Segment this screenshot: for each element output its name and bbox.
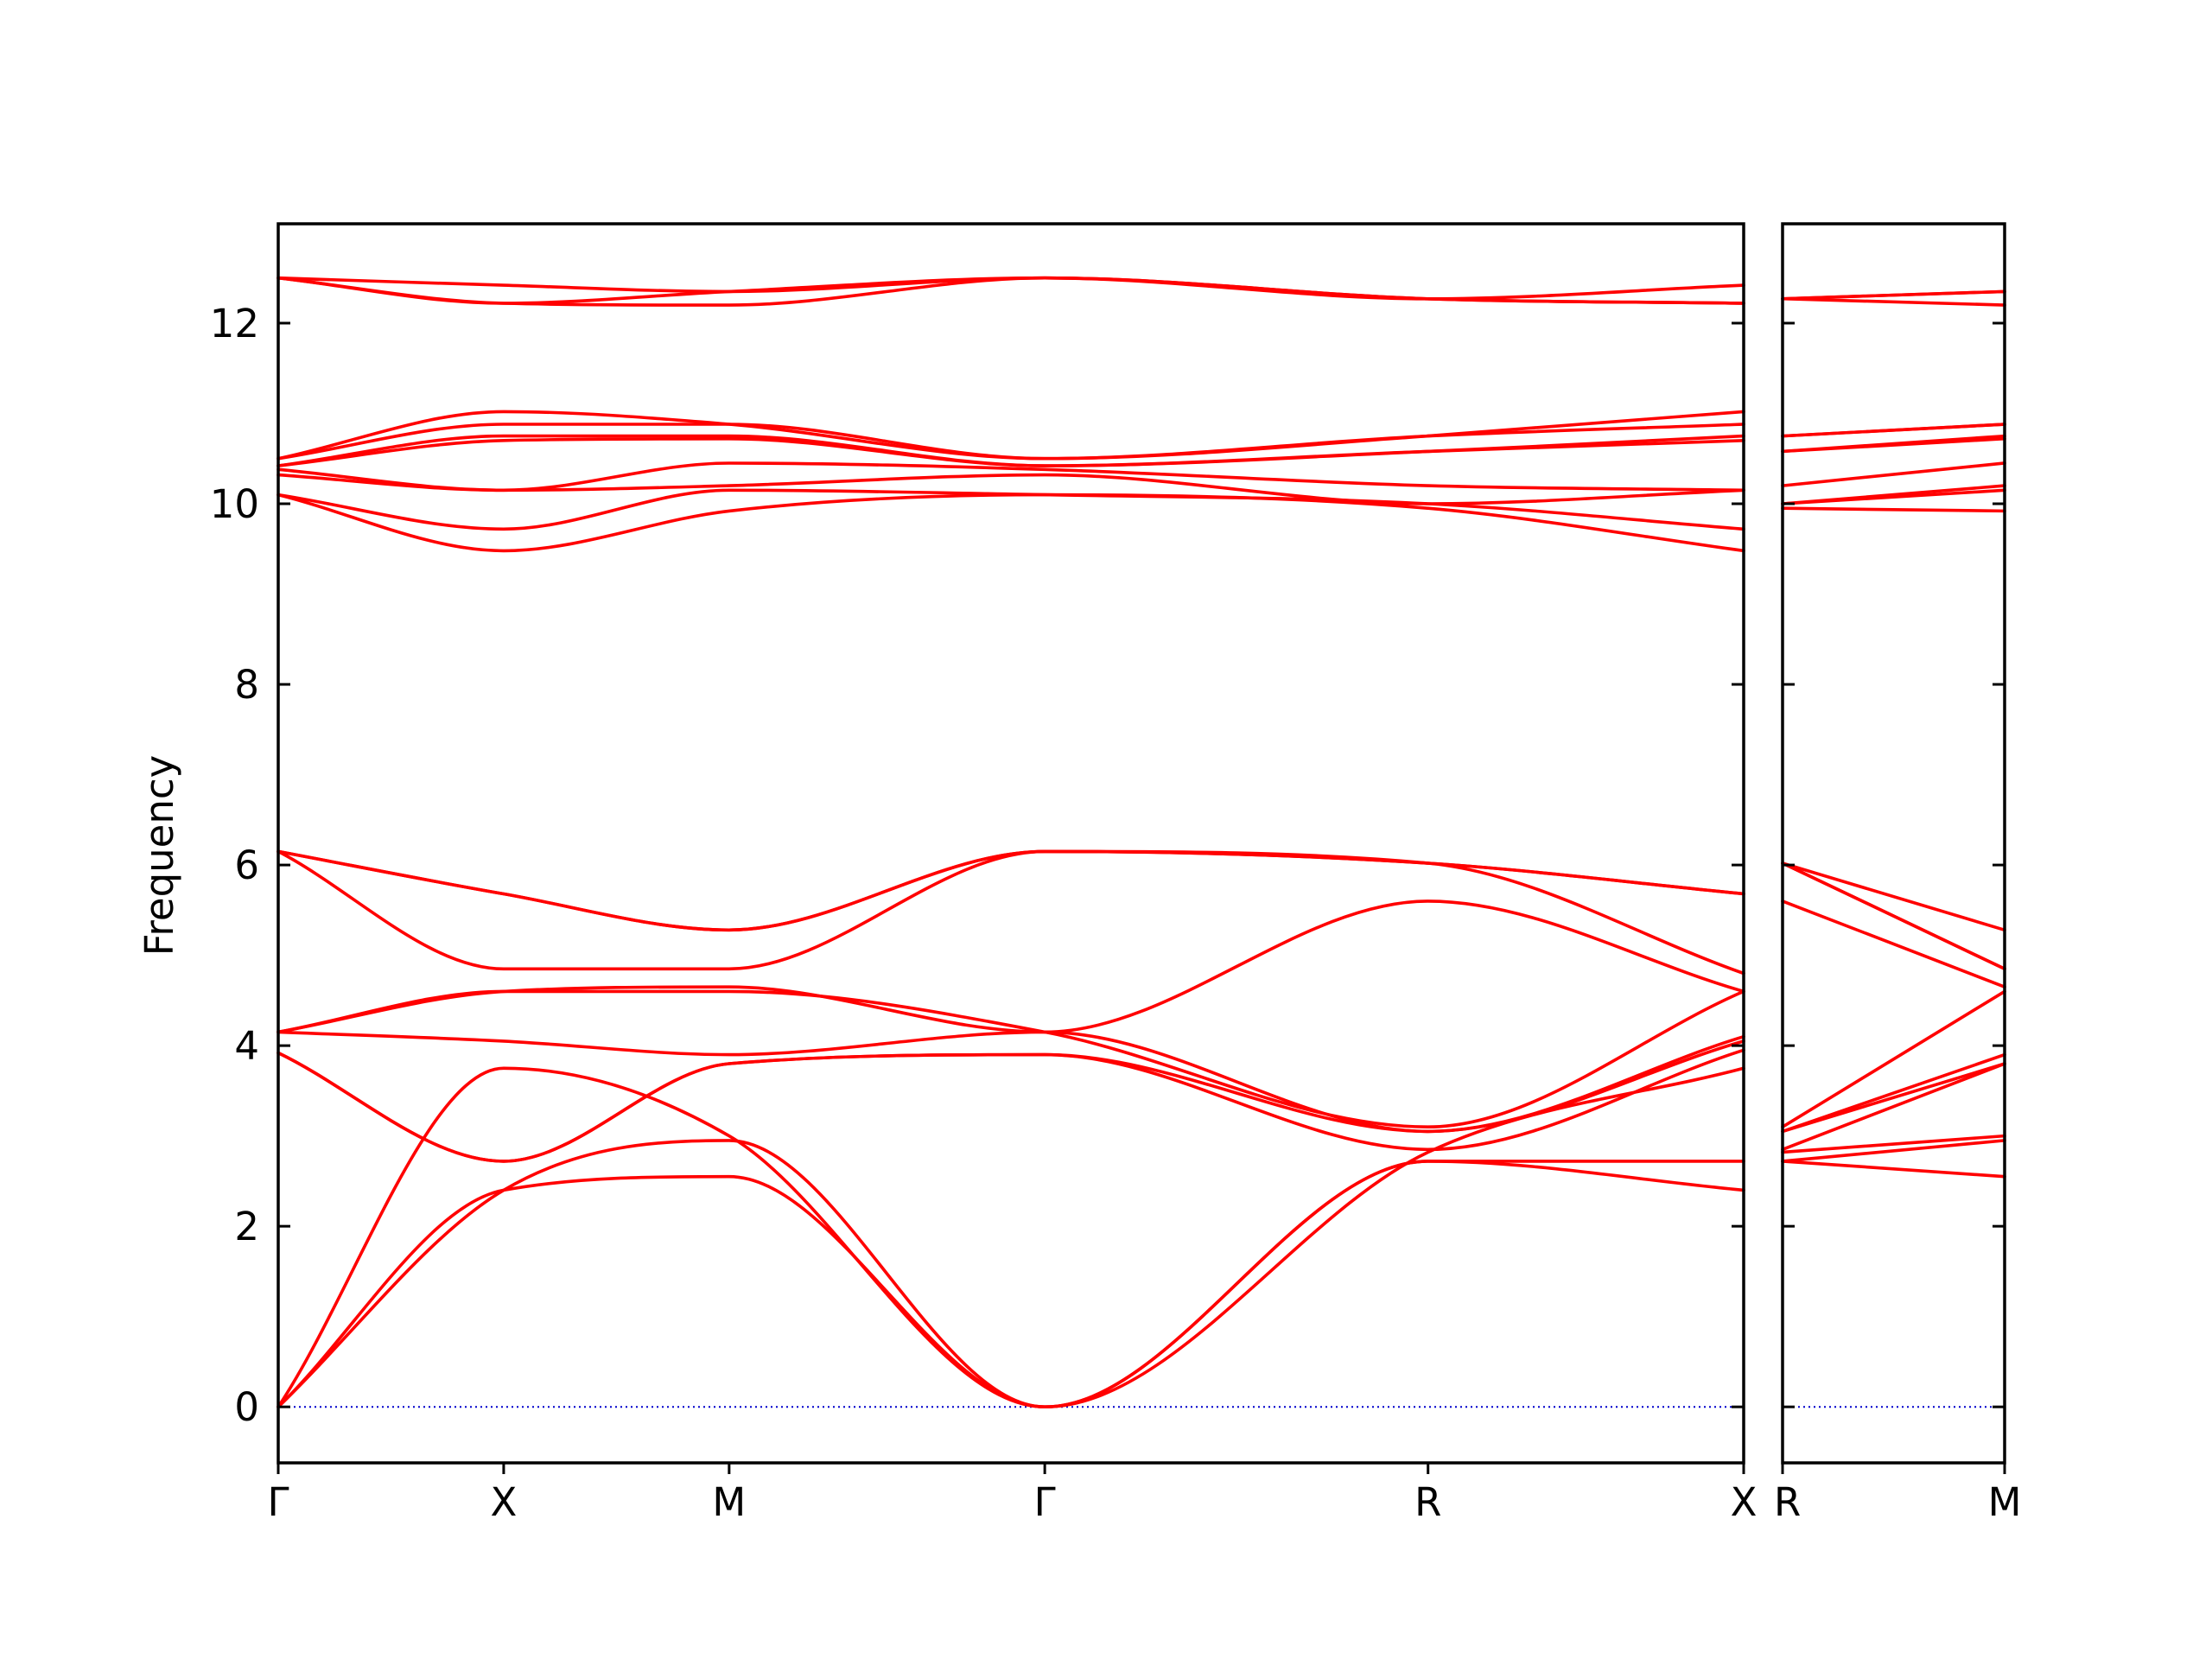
y-tick-label: 2 <box>234 1204 259 1249</box>
y-tick-label: 0 <box>234 1384 259 1430</box>
x-tick-label: M <box>712 1479 746 1525</box>
plot-frame <box>276 222 1745 1465</box>
band-line-3 <box>1781 1134 2006 1154</box>
band-line-11 <box>276 849 1745 932</box>
bands <box>276 276 1745 1408</box>
panel-1: 0 2 4 6 8 10 12 Γ X M Γ R X <box>210 222 1758 1525</box>
band-line-2 <box>1781 1139 2006 1163</box>
x-tick-label: M <box>1988 1479 2022 1525</box>
band-line-22 <box>1781 289 2006 301</box>
band-line-7 <box>276 989 1745 1128</box>
y-tick-label: 4 <box>234 1023 259 1069</box>
y-tick-label: 10 <box>210 481 259 527</box>
band-line-17 <box>1781 434 2006 454</box>
band-line-2 <box>276 1139 1745 1408</box>
band-line-6 <box>276 1030 1745 1134</box>
y-axis-title: Frequency <box>137 755 182 956</box>
band-line-14 <box>1781 484 2006 505</box>
band-line-11 <box>1781 861 2006 932</box>
band-line-5 <box>276 1039 1745 1163</box>
x-tick-label: R <box>1774 1479 1801 1525</box>
band-line-18 <box>276 423 1745 461</box>
plot-frame <box>1781 222 2006 1465</box>
band-line-16 <box>276 437 1745 467</box>
band-line-3 <box>276 1066 1745 1408</box>
band-line-12 <box>1781 506 2006 513</box>
y-tick-label: 12 <box>210 301 259 346</box>
band-line-1 <box>1781 1160 2006 1179</box>
y-tick-label: 8 <box>234 662 259 708</box>
band-line-6 <box>1781 1052 2006 1134</box>
band-line-7 <box>1781 989 2006 1128</box>
band-line-21 <box>276 276 1745 305</box>
band-line-20 <box>1781 296 2006 307</box>
band-line-1 <box>276 1160 1745 1408</box>
band-line-17 <box>276 434 1745 467</box>
band-line-13 <box>276 488 1745 531</box>
x-tick-label: X <box>491 1479 518 1525</box>
band-line-12 <box>276 493 1745 553</box>
band-line-15 <box>276 461 1745 493</box>
x-tick-label: Γ <box>267 1479 289 1525</box>
band-line-19 <box>276 410 1745 461</box>
band-line-22 <box>276 276 1745 301</box>
x-tick-label: X <box>1731 1479 1758 1525</box>
band-line-4 <box>1781 1062 2006 1152</box>
x-tick-label: R <box>1414 1479 1441 1525</box>
band-line-8 <box>1781 899 2006 988</box>
band-line-9 <box>276 849 1745 976</box>
bands <box>1781 289 2006 1179</box>
band-line-10 <box>1781 861 2006 971</box>
band-line-8 <box>276 899 1745 1034</box>
band-line-19 <box>1781 423 2006 438</box>
band-line-10 <box>276 849 1745 932</box>
band-line-15 <box>1781 461 2006 487</box>
x-tick-label: Γ <box>1034 1479 1056 1525</box>
y-tick-label: 6 <box>234 842 259 888</box>
